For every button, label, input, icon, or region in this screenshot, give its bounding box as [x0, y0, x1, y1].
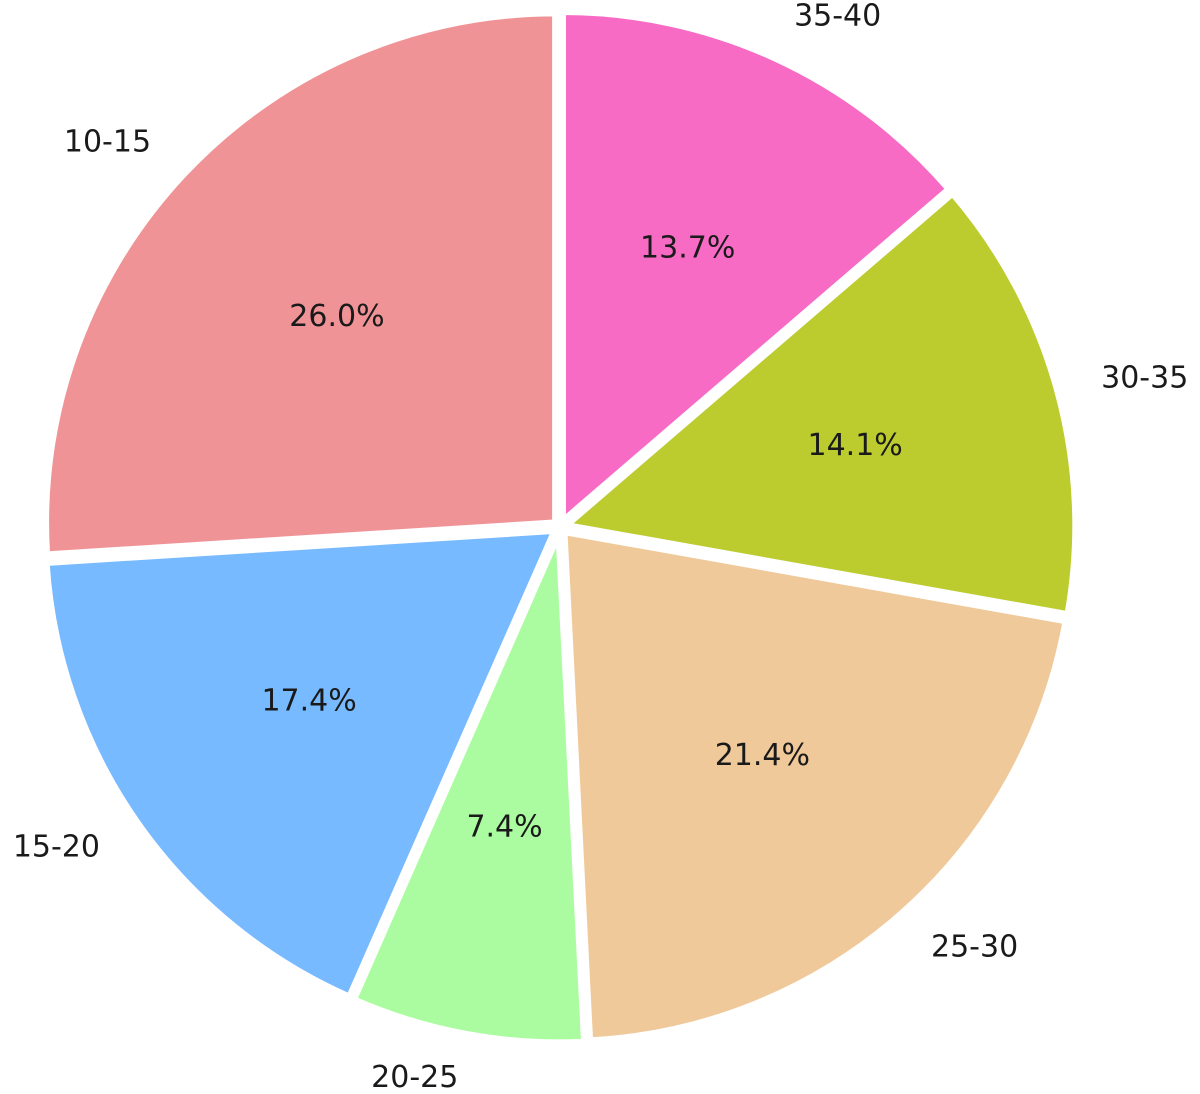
pct-label-35-40: 13.7% — [640, 230, 735, 265]
category-label-30-35: 30-35 — [1101, 360, 1188, 395]
category-label-15-20: 15-20 — [13, 830, 100, 865]
pct-label-10-15: 26.0% — [289, 299, 384, 334]
pie-labels: 13.7% 35-40 14.1% 30-35 21.4% 25-30 7.4% 20-25 1… — [13, 0, 1188, 1094]
pie-slice-35-40 — [559, 8, 955, 530]
category-label-20-25: 20-25 — [371, 1060, 458, 1094]
pct-label-20-25: 7.4% — [466, 809, 542, 844]
pie-slice-30-35 — [557, 188, 1080, 619]
category-label-35-40: 35-40 — [794, 0, 881, 34]
pie-slice-15-20 — [42, 526, 561, 1002]
pie-slices — [42, 8, 1080, 1047]
pie-slice-20-25 — [348, 531, 589, 1047]
category-label-10-15: 10-15 — [64, 124, 151, 159]
pct-label-15-20: 17.4% — [261, 684, 356, 719]
pct-label-25-30: 21.4% — [715, 738, 810, 773]
pct-label-30-35: 14.1% — [807, 428, 902, 463]
pie-slice-10-15 — [42, 9, 560, 559]
category-label-25-30: 25-30 — [931, 929, 1018, 964]
pie-slice-25-30 — [560, 527, 1071, 1045]
